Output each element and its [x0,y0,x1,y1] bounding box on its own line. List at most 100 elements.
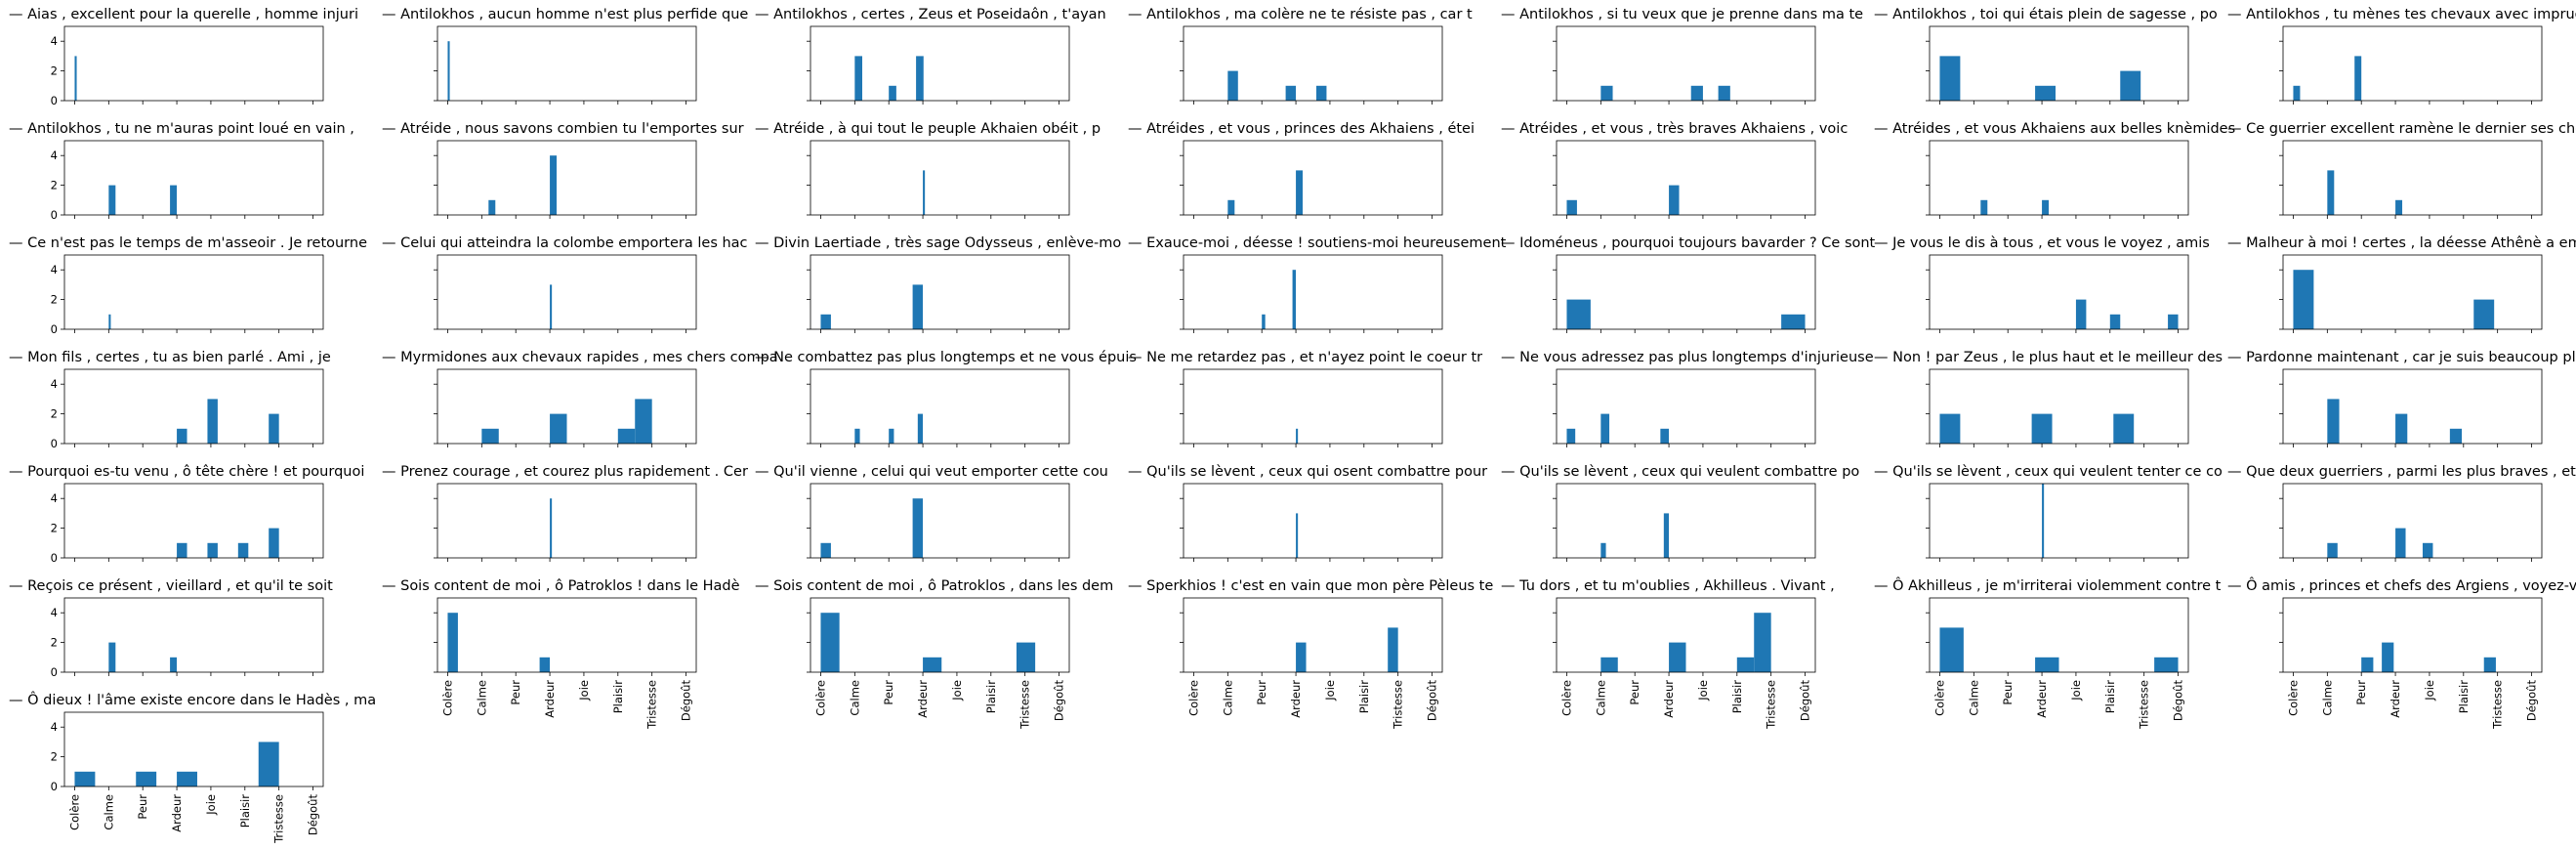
panel: — Atréide , à qui tout le peuple Akhaien… [755,121,1101,219]
y-tick-label: 4 [51,377,58,391]
panel: — Sois content de moi , ô Patroklos , da… [755,578,1113,730]
bar [617,428,636,444]
panel-title: — Ne me retardez pas , et n'ayez point l… [1128,350,1482,365]
bar [1690,85,1703,101]
panel-title: — Sois content de moi , ô Patroklos , da… [755,578,1113,594]
axes-frame [63,597,324,673]
panel: — Ô dieux ! l'âme existe encore dans le … [9,691,376,844]
bar [2042,484,2045,558]
x-tick-label: Dégoût [1426,680,1439,722]
bar [2168,314,2179,329]
axes-frame [1929,368,2189,445]
bar [2395,199,2403,215]
x-tick-label: Joie [577,680,591,701]
axes-frame [63,25,324,102]
bar [550,284,553,329]
x-tick-label: Calme [1594,680,1607,716]
bar [1566,428,1576,444]
x-tick-label: Ardeur [2389,680,2402,718]
axes-frame [63,483,324,559]
panel-title: — Ô dieux ! l'âme existe encore dans le … [9,691,376,708]
bar [1669,642,1686,672]
panel: — Ne vous adressez pas plus longtemps d'… [1501,350,1874,447]
x-tick-label: Calme [475,680,488,716]
x-tick-label: Dégoût [2525,680,2539,722]
bar [1660,428,1670,444]
panel: — Antilokhos , ma colère ne te résiste p… [1128,7,1473,105]
y-tick-label: 2 [51,636,58,650]
bar [2327,170,2335,215]
x-tick-label: Tristesse [1392,680,1405,730]
x-tick-label: Plaisir [984,680,998,714]
panel: — Antilokhos , tu ne m'auras point loué … [9,121,354,222]
axes-frame [1183,25,1443,102]
bar [2293,85,2301,101]
axes-frame [810,25,1070,102]
x-tick-label: Joie [204,794,218,816]
bar [820,542,831,558]
bar [1296,642,1307,672]
axes-frame [1929,140,2189,216]
panel-title: — Tu dors , et tu m'oublies , Akhilleus … [1501,578,1835,594]
panel: — Prenez courage , et courez plus rapide… [382,464,748,562]
bar [923,170,926,215]
bar [889,428,894,444]
axes-frame [63,711,324,787]
x-tick-label: Plaisir [2103,680,2117,714]
panel-title: — Prenez courage , et courez plus rapide… [382,464,748,480]
panel: — Antilokhos , si tu veux que je prenne … [1501,7,1863,105]
axes-frame [436,25,697,102]
panel: — Ce n'est pas le temps de m'asseoir . J… [9,235,367,336]
axes-frame [1183,368,1443,445]
panel-title: — Qu'ils se lèvent , ceux qui veulent co… [1501,464,1859,480]
panel: — Antilokhos , certes , Zeus et Poseidaô… [755,7,1106,105]
bar [2327,399,2340,444]
bar [2361,657,2374,672]
panel: — Sois content de moi , ô Patroklos ! da… [382,578,740,730]
bar [1388,627,1398,672]
y-tick-label: 4 [51,34,58,48]
x-tick-label: Dégoût [1799,680,1812,722]
bar [916,56,924,101]
panel: — Idoméneus , pourquoi toujours bavarder… [1501,235,1876,333]
panel: — Pourquoi es-tu venu , ô tête chère ! e… [9,464,364,565]
x-tick-label: Tristesse [1018,680,1032,730]
panel-title: — Antilokhos , ma colère ne te résiste p… [1128,7,1473,22]
bar [237,542,249,558]
x-tick-label: Colère [1186,680,1200,716]
axes-frame [810,483,1070,559]
x-tick-label: Peur [882,680,895,705]
axes-frame [2282,25,2543,102]
bar [177,428,187,444]
bar [1296,170,1304,215]
panel-title: — Myrmidones aux chevaux rapides , mes c… [382,350,778,365]
x-tick-label: Colère [1932,680,1946,716]
panel-title: — Antilokhos , certes , Zeus et Poseidaô… [755,7,1106,22]
x-tick-label: Tristesse [645,680,659,730]
x-tick-label: Calme [1221,680,1234,716]
bar [912,284,924,329]
y-tick-label: 4 [51,149,58,162]
bar [1939,56,1961,101]
bar [1285,85,1297,101]
bar [889,85,896,101]
panel-title: — Mon fils , certes , tu as bien parlé .… [9,350,331,365]
y-tick-label: 0 [51,94,58,107]
panel: — Exauce-moi , déesse ! soutiens-moi heu… [1128,235,1507,333]
axes-frame [810,597,1070,673]
x-tick-label: Colère [1559,680,1573,716]
panel: — Antilokhos , tu mènes tes chevaux avec… [2227,7,2576,105]
bar [1600,85,1613,101]
y-tick-label: 0 [51,322,58,336]
y-tick-label: 4 [51,491,58,505]
panel: — Myrmidones aux chevaux rapides , mes c… [382,350,778,447]
x-tick-label: Ardeur [2035,680,2049,718]
x-tick-label: Ardeur [1289,680,1303,718]
x-tick-label: Joie [1323,680,1337,701]
axes-frame [1929,25,2189,102]
panel-title: — Pourquoi es-tu venu , ô tête chère ! e… [9,464,364,480]
panel: — Non ! par Zeus , le plus haut et le me… [1874,350,2223,447]
bar [207,399,218,444]
panel-title: — Qu'ils se lèvent , ceux qui osent comb… [1128,464,1487,480]
panel: — Celui qui atteindra la colombe emporte… [382,235,748,333]
